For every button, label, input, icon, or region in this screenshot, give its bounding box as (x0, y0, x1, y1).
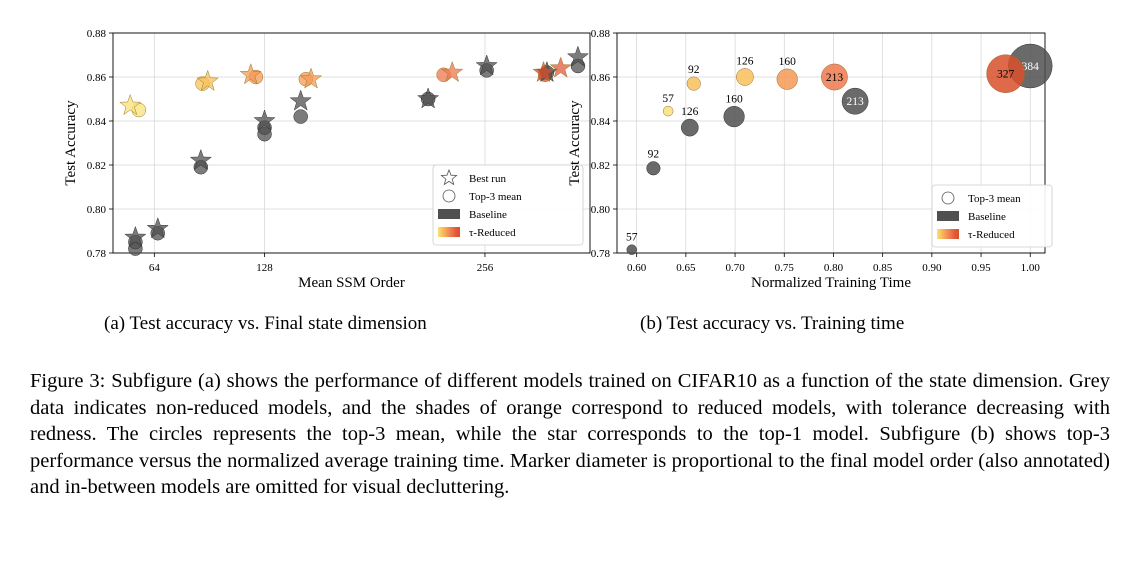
model-order-label: 160 (725, 93, 743, 105)
model-order-label: 92 (688, 64, 700, 76)
plot-frame (616, 32, 1046, 254)
legend-label: τ-Reduced (469, 227, 516, 239)
plot-a-marks (119, 45, 590, 256)
plot-frame (112, 32, 591, 254)
legend-label: Top-3 mean (469, 191, 522, 203)
reduced-top3-mean-circle (821, 63, 848, 91)
legend-box (931, 184, 1053, 248)
legend-circle-icon (442, 189, 456, 203)
legend-box (432, 164, 584, 246)
reduced-top3-mean-circle (776, 68, 798, 90)
legend-label: Best run (469, 173, 506, 185)
y-tick-label: 0.82 (591, 160, 610, 172)
legend-star-icon (440, 168, 458, 186)
y-axis-label: Test Accuracy (63, 100, 79, 186)
model-order-label: 57 (662, 93, 674, 105)
model-order-label: 384 (1022, 61, 1040, 73)
y-tick-label: 0.86 (591, 72, 611, 84)
reduced-best-run-star (549, 56, 572, 78)
baseline-best-run-star (289, 89, 312, 111)
reduced-best-run-star (119, 93, 142, 116)
chart-b: 0.78 0.80 0.82 0.84 0.86 0.88 0.60 0.65 0.70 0.75… (567, 28, 1053, 291)
reduced-top3-mean-circle (686, 76, 701, 91)
legend-reduced-swatch (937, 229, 959, 239)
baseline-top3-mean-circle (646, 161, 661, 176)
baseline-best-run-star (416, 87, 440, 109)
x-axis-label: Normalized Training Time (751, 275, 911, 291)
y-tick-label: 0.78 (87, 248, 107, 260)
baseline-best-run-star (146, 217, 169, 239)
chart-a: 0.78 0.80 0.82 0.84 0.86 0.88 64 128 256 Mean SSM… (63, 28, 591, 291)
y-tick-label: 0.78 (591, 248, 611, 260)
reduced-best-run-star (196, 69, 219, 91)
baseline-top3-mean-circle (681, 118, 699, 137)
subcaption-a: (a) Test accuracy vs. Final state dimens… (104, 313, 427, 334)
x-tick-label: 0.65 (676, 262, 696, 274)
model-order-label: 126 (736, 55, 754, 67)
baseline-best-run-star (189, 148, 213, 171)
legend-reduced-swatch (438, 227, 460, 237)
legend-label: Baseline (968, 211, 1006, 223)
baseline-best-run-star (475, 54, 498, 76)
baseline-best-run-star (253, 109, 276, 131)
y-tick-label: 0.82 (87, 160, 106, 172)
baseline-best-run-star (566, 45, 590, 67)
reduced-top3-mean-circle (662, 105, 674, 117)
x-tick-label: 0.80 (824, 262, 844, 274)
legend-circle-icon (941, 191, 955, 205)
reduced-best-run-star (441, 60, 464, 83)
model-order-label: 160 (779, 56, 797, 68)
legend-label: Top-3 mean (968, 193, 1021, 205)
x-tick-label: 0.75 (775, 262, 795, 274)
y-tick-label: 0.86 (87, 72, 107, 84)
x-tick-label: 0.90 (922, 262, 942, 274)
x-axis-label: Mean SSM Order (298, 275, 405, 291)
model-order-label: 92 (648, 149, 660, 161)
x-tick-label: 128 (256, 262, 273, 274)
x-tick-label: 64 (149, 262, 161, 274)
reduced-best-run-star (239, 63, 262, 85)
x-tick-label: 0.70 (725, 262, 745, 274)
y-tick-label: 0.84 (591, 116, 611, 128)
y-tick-label: 0.80 (87, 204, 107, 216)
y-tick-label: 0.80 (591, 204, 611, 216)
x-tick-label: 0.95 (971, 262, 991, 274)
model-order-label: 213 (826, 72, 844, 84)
reduced-best-run-star (532, 60, 555, 83)
model-order-label: 126 (681, 106, 699, 118)
legend-label: τ-Reduced (968, 229, 1015, 241)
legend-baseline-swatch (937, 211, 959, 221)
model-order-label: 213 (846, 96, 864, 108)
reduced-top3-mean-circle (986, 54, 1025, 93)
model-order-label: 327 (997, 69, 1015, 81)
model-order-label: 57 (626, 232, 638, 244)
x-tick-label: 256 (477, 262, 494, 274)
figure-caption: Figure 3: Subfigure (a) shows the perfor… (30, 370, 1110, 498)
legend-label: Baseline (469, 209, 507, 221)
y-tick-label: 0.88 (87, 28, 107, 40)
plot-b-marks: 57 92 126 160 213 384 57 92 126 160 213 327 (626, 43, 1053, 255)
baseline-top3-mean-circle (723, 106, 745, 128)
y-tick-label: 0.88 (591, 28, 611, 40)
x-tick-label: 1.00 (1021, 262, 1041, 274)
subcaption-b: (b) Test accuracy vs. Training time (640, 313, 905, 334)
baseline-top3-mean-circle (841, 87, 869, 115)
legend-baseline-swatch (438, 209, 460, 219)
reduced-top3-mean-circle (736, 68, 754, 86)
baseline-top3-mean-circle (626, 244, 637, 255)
y-tick-label: 0.84 (87, 116, 107, 128)
x-tick-label: 0.60 (627, 262, 647, 274)
reduced-best-run-star (299, 67, 323, 89)
y-axis-label: Test Accuracy (567, 100, 583, 186)
baseline-top3-mean-circle (293, 109, 308, 124)
baseline-best-run-star (124, 225, 147, 248)
x-tick-label: 0.85 (873, 262, 893, 274)
